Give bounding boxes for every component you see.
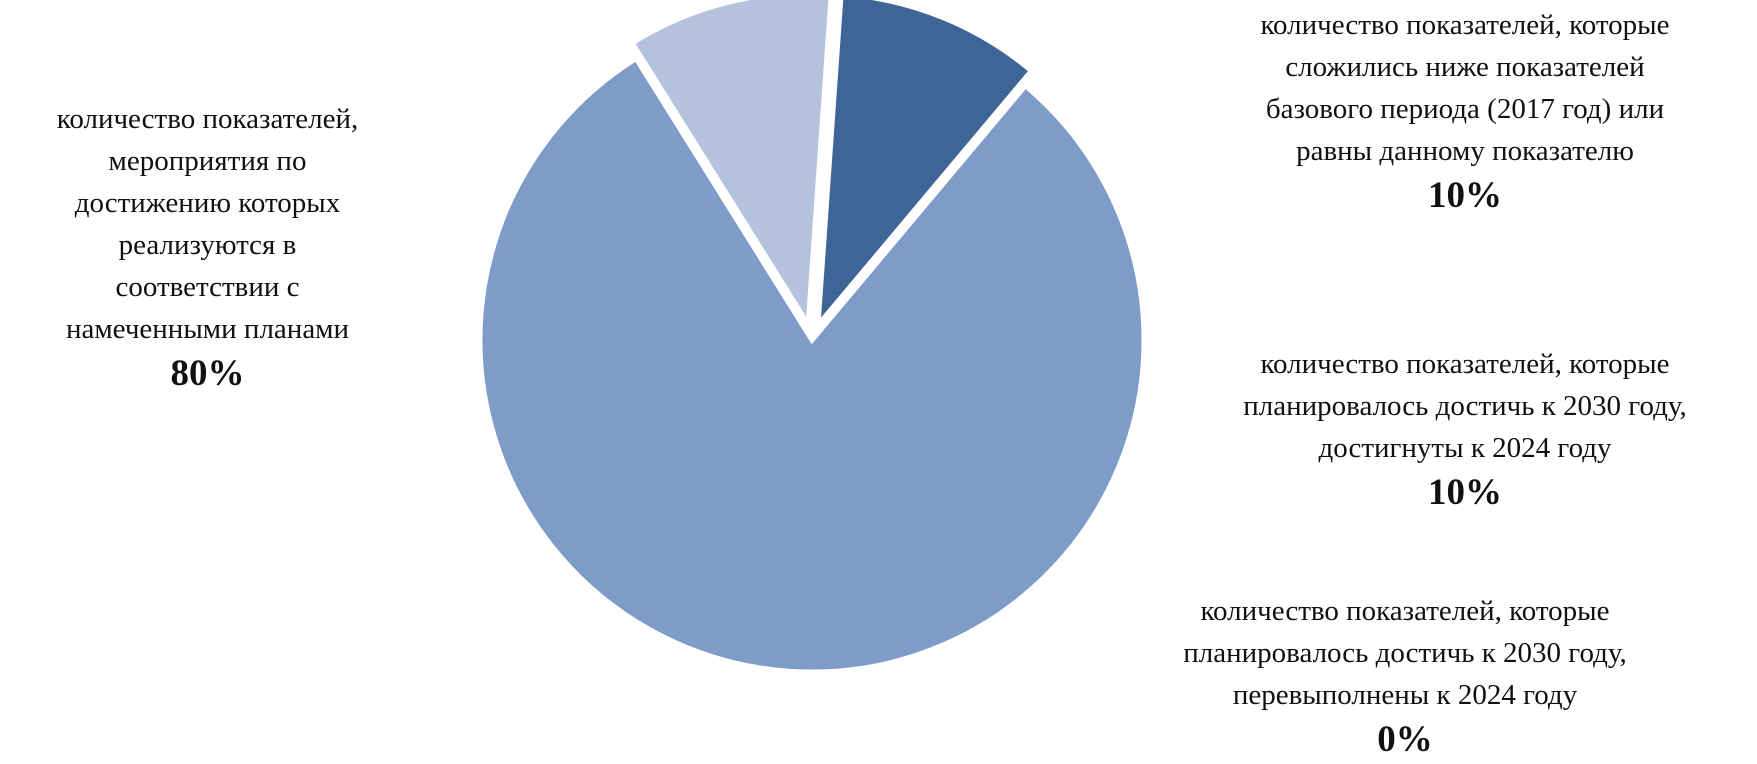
slice-label-line: количество показателей, (56, 103, 359, 135)
slice-label-line: достигнуты к 2024 году (1318, 432, 1612, 464)
slice-label-line: намеченными планами (65, 313, 350, 345)
slice-value-label: 0% (1377, 719, 1433, 760)
slice-label-line: планировалось достичь к 2030 году, (1183, 637, 1627, 669)
slice-label-line: реализуются в (118, 229, 297, 261)
slice-label-line: мероприятия по (108, 145, 307, 177)
slice-value-label: 10% (1428, 472, 1502, 513)
slice-label-line: планировалось достичь к 2030 году, (1243, 390, 1687, 422)
slice-label-line: перевыполнены к 2024 году (1232, 679, 1578, 711)
slice-label-line: количество показателей, которые (1260, 9, 1670, 41)
slice-value-label: 80% (170, 353, 245, 394)
slice-label-below-base-period: количество показателей, которые сложилис… (1180, 4, 1750, 220)
pie-slice-below-base (628, 0, 834, 333)
slice-label-line: сложились ниже показателей (1285, 51, 1645, 83)
slice-label-line: количество показателей, которые (1260, 348, 1670, 380)
slice-label-line: количество показателей, которые (1200, 595, 1610, 627)
pie-slice-achieved (814, 0, 1035, 333)
slice-label-line: равны данному показателю (1296, 135, 1634, 167)
slice-label-line: базового периода (2017 год) или (1265, 93, 1665, 125)
slice-label-achieved-by-2024: количество показателей, которые планиров… (1180, 343, 1750, 517)
pie-slice-implemented (477, 54, 1147, 675)
slice-value-label: 10% (1428, 175, 1502, 216)
slice-label-implemented-as-planned: количество показателей, мероприятия по д… (0, 98, 415, 398)
slice-label-line: достижению которых (74, 187, 341, 219)
slice-label-exceeded-by-2024: количество показателей, которые планиров… (1120, 590, 1690, 764)
slice-label-line: соответствии с (115, 271, 300, 303)
